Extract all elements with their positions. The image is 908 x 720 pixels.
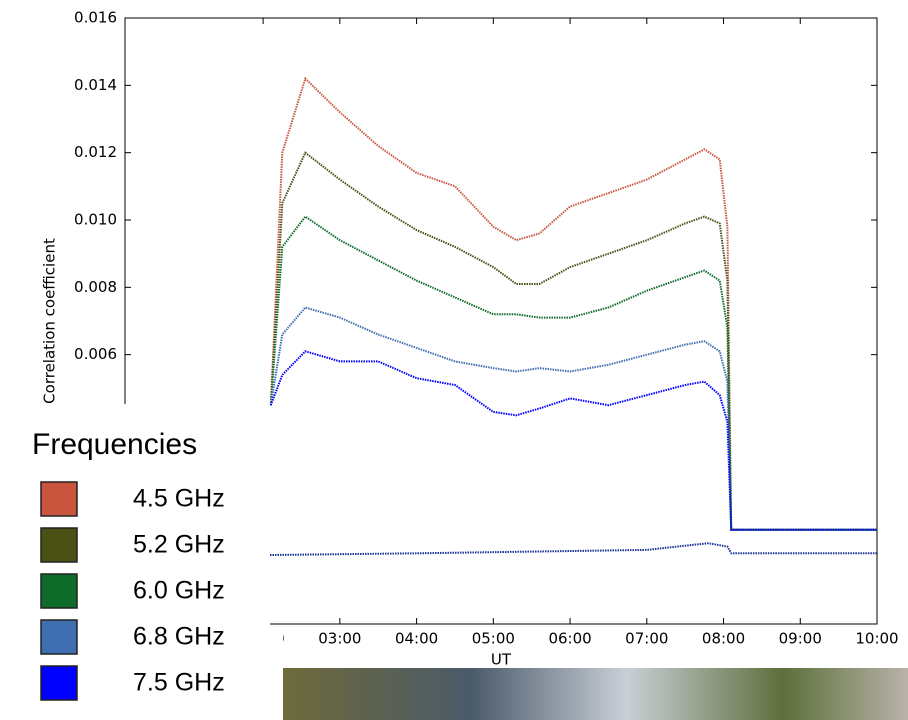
y-tick-label: 0.014 bbox=[74, 76, 117, 94]
legend-title: Frequencies bbox=[32, 428, 197, 461]
legend-swatch bbox=[40, 665, 78, 701]
baseline-line bbox=[124, 542, 877, 558]
x-tick-label: 04:00 bbox=[395, 630, 438, 648]
y-tick-label: 0.006 bbox=[74, 345, 117, 363]
legend-label: 5.2 GHz bbox=[133, 531, 225, 559]
legend-label: 4.5 GHz bbox=[133, 485, 225, 513]
legend-swatch bbox=[40, 527, 78, 563]
legend-panel bbox=[270, 625, 283, 720]
x-tick-label: 06:00 bbox=[548, 630, 591, 648]
x-axis-label: UT bbox=[491, 651, 512, 669]
legend-label: 6.0 GHz bbox=[133, 577, 225, 605]
legend-swatch bbox=[40, 619, 78, 655]
y-tick-label: 0.010 bbox=[74, 211, 117, 229]
y-tick-label: 0.016 bbox=[74, 9, 117, 27]
photo-strip bbox=[283, 668, 908, 720]
legend-label: 6.8 GHz bbox=[133, 623, 225, 651]
x-tick-label: 10:00 bbox=[855, 630, 898, 648]
x-tick-label: 03:00 bbox=[318, 630, 361, 648]
x-tick-label: 09:00 bbox=[779, 630, 822, 648]
x-tick-label: 08:00 bbox=[702, 630, 745, 648]
series-line bbox=[269, 306, 877, 531]
series-line bbox=[269, 76, 877, 531]
plot-frame bbox=[124, 17, 878, 625]
series-line bbox=[269, 151, 877, 531]
y-axis-label: Correlation coefficient bbox=[41, 238, 59, 404]
series-line bbox=[269, 215, 877, 531]
y-tick-label: 0.012 bbox=[74, 143, 117, 161]
y-tick-label: 0.008 bbox=[74, 278, 117, 296]
x-tick-label: 05:00 bbox=[472, 630, 515, 648]
legend-swatch bbox=[40, 481, 78, 517]
legend-label: 7.5 GHz bbox=[133, 669, 225, 697]
series-line bbox=[269, 350, 877, 531]
x-tick-label: 07:00 bbox=[625, 630, 668, 648]
legend-swatch bbox=[40, 573, 78, 609]
